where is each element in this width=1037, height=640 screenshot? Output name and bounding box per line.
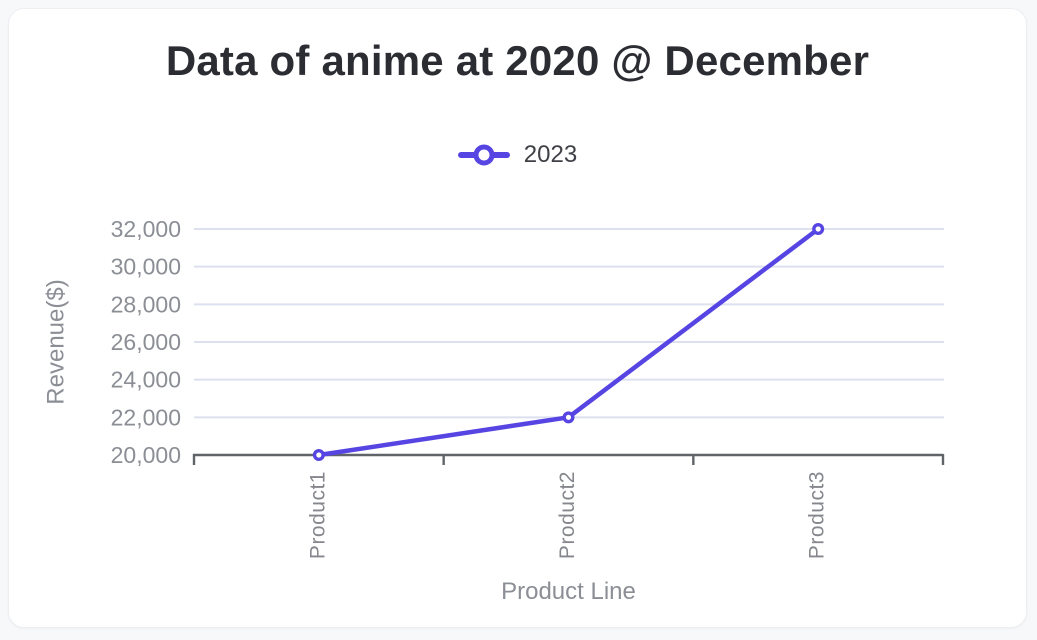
- x-category-label: Product2: [556, 471, 579, 559]
- x-category-label: Product3: [806, 471, 829, 559]
- legend-line-marker-icon: [457, 144, 510, 166]
- x-axis-title: Product Line: [501, 578, 636, 605]
- chart-canvas: 20,000 22,000 24,000 26,000 28,000 30,000 32,0…: [42, 216, 945, 605]
- y-tick-label: 30,000: [111, 254, 181, 280]
- data-point-Product3[interactable]: [812, 222, 825, 235]
- chart-title: Data of anime at 2020 @ December: [165, 37, 870, 84]
- y-tick-label: 32,000: [111, 216, 181, 242]
- legend-label: 2023: [523, 141, 578, 168]
- y-tick-label: 20,000: [111, 442, 181, 468]
- y-tick-label: 22,000: [111, 404, 181, 430]
- y-tick-label: 24,000: [111, 367, 181, 393]
- legend-item-2023[interactable]: 2023: [9, 141, 1026, 169]
- y-tick-label: 28,000: [111, 291, 181, 317]
- legend-circle-marker-icon: [473, 144, 495, 166]
- data-point-Product2[interactable]: [562, 411, 575, 424]
- y-axis-title: Revenue($): [42, 279, 69, 404]
- x-category-label: Product1: [306, 471, 329, 559]
- chart-card: Data of anime at 2020 @ December 2023 20…: [8, 8, 1027, 628]
- y-tick-label: 26,000: [111, 329, 181, 355]
- data-point-Product1[interactable]: [312, 449, 325, 462]
